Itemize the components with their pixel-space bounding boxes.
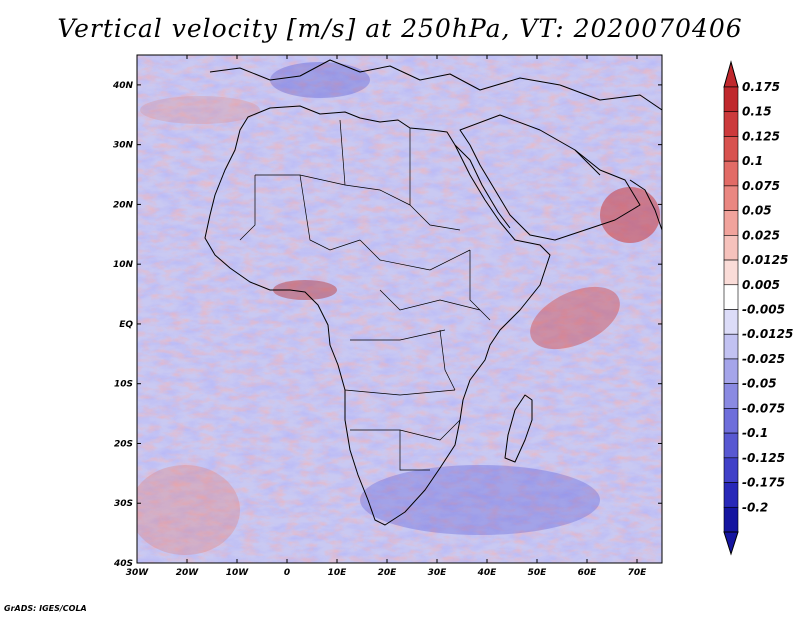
colorbar-label: -0.175 xyxy=(742,476,785,490)
colorbar-label: 0.0125 xyxy=(742,253,788,267)
mauritania-mali-border xyxy=(239,175,256,241)
lat-tick-label: 20N xyxy=(113,200,134,210)
colorbar-label: 0.125 xyxy=(742,129,780,143)
field-texture-red xyxy=(137,55,662,563)
colorbar-swatch xyxy=(723,457,739,483)
congo-border xyxy=(379,289,481,311)
namibia-botswana-border xyxy=(350,419,461,441)
niger-border xyxy=(299,174,361,251)
ascent-south-atlantic xyxy=(137,465,240,555)
lon-tick-label: 70E xyxy=(628,568,648,578)
lon-tick-label: 10W xyxy=(226,568,250,578)
colorbar-label: 0.175 xyxy=(742,80,780,94)
colorbar-label: 0.05 xyxy=(742,204,772,218)
botswana-sa-border xyxy=(399,430,430,471)
lat-tick-label: 10N xyxy=(113,260,134,270)
colorbar-label: 0.075 xyxy=(742,179,780,193)
colorbar-swatch xyxy=(723,185,739,211)
persian-gulf xyxy=(574,149,601,176)
longitude-axis: 30W 20W 10W 0 10E 20E 30E 40E 50E 60E 70E xyxy=(126,55,647,578)
arabian-peninsula xyxy=(459,114,641,241)
ascent-north-atlantic xyxy=(140,96,260,124)
colorbar-swatch xyxy=(723,160,739,187)
lat-tick-label: EQ xyxy=(119,320,133,330)
lon-tick-label: 60E xyxy=(578,568,598,578)
descent-southern-africa xyxy=(360,465,600,535)
lon-tick-label: 20W xyxy=(176,568,200,578)
velocity-field xyxy=(137,55,662,563)
asia-coast xyxy=(559,84,662,111)
red-sea-coast xyxy=(454,144,511,229)
colorbar-swatch xyxy=(723,259,739,286)
lon-tick-label: 20E xyxy=(378,568,398,578)
lat-tick-label: 40S xyxy=(113,559,133,569)
lon-tick-label: 50E xyxy=(528,568,548,578)
colorbar-label: -0.05 xyxy=(742,377,777,391)
latitude-axis: 40N 30N 20N 10N EQ 10S 20S 30S 40S xyxy=(112,81,662,569)
colorbar-label: -0.005 xyxy=(742,303,785,317)
ethiopia-kenya-border xyxy=(469,250,491,321)
colorbar-swatch xyxy=(723,111,739,137)
plot-frame xyxy=(136,54,663,564)
lon-tick-label: 40E xyxy=(477,568,498,578)
india-coast xyxy=(629,179,662,231)
lat-tick-label: 30N xyxy=(113,141,134,151)
colorbar-swatch xyxy=(723,333,739,360)
lat-tick-label: 20S xyxy=(114,439,133,449)
colorbar: 0.175 0.15 0.125 0.1 0.075 0.05 0.025 0.0125 0.0… xyxy=(723,60,793,556)
colorbar-top-arrow xyxy=(723,60,739,88)
lon-tick-label: 10E xyxy=(328,568,348,578)
drc-angola-border xyxy=(350,329,446,341)
colorbar-swatch xyxy=(723,408,739,434)
colorbar-label: -0.075 xyxy=(742,401,785,415)
chad-car-border xyxy=(359,239,471,271)
iberia-europe-coast xyxy=(209,59,561,91)
colorbar-swatch xyxy=(723,235,739,261)
coastlines xyxy=(204,59,662,526)
ascent-indian-ocean xyxy=(530,286,620,350)
colorbar-swatch xyxy=(723,284,739,310)
ascent-gulf-of-guinea xyxy=(273,280,337,300)
ascent-arabian-sea xyxy=(600,187,660,243)
lat-tick-label: 10S xyxy=(114,380,133,390)
madagascar xyxy=(504,394,533,463)
colorbar-swatch xyxy=(723,309,739,335)
colorbar-label: -0.2 xyxy=(742,500,768,514)
colorbar-swatch xyxy=(723,432,739,459)
zambia-border xyxy=(344,389,456,396)
colorbar-label: -0.1 xyxy=(742,426,768,440)
colorbar-swatch xyxy=(723,506,739,533)
tanzania-border xyxy=(439,329,456,391)
lon-tick-label: 30E xyxy=(428,568,448,578)
colorbar-swatch xyxy=(723,210,739,236)
colorbar-label: -0.0125 xyxy=(742,327,793,341)
lat-tick-label: 30S xyxy=(114,499,133,509)
colorbar-label: -0.125 xyxy=(742,451,785,465)
country-borders xyxy=(239,119,491,471)
colorbar-swatch xyxy=(723,136,739,162)
lat-tick-label: 40N xyxy=(112,81,134,91)
egypt-sudan-border xyxy=(409,128,461,231)
colorbar-swatch xyxy=(723,482,739,508)
lon-tick-label: 0 xyxy=(284,568,290,578)
colorbar-label: -0.025 xyxy=(742,352,785,366)
grads-credit: GrADS: IGES/COLA xyxy=(4,604,87,613)
colorbar-swatch xyxy=(723,383,739,409)
colorbar-label: 0.15 xyxy=(742,105,772,119)
descent-mediterranean xyxy=(270,62,370,98)
colorbar-label: 0.025 xyxy=(742,228,780,242)
lon-tick-label: 30W xyxy=(126,568,150,578)
colorbar-label: 0.1 xyxy=(742,154,763,168)
libya-algeria-border xyxy=(339,119,346,186)
map-title: Vertical velocity [m/s] at 250hPa, VT: 2… xyxy=(57,14,743,43)
africa-coastline xyxy=(204,105,551,526)
colorbar-label: 0.005 xyxy=(742,278,780,292)
colorbar-swatch xyxy=(723,86,739,113)
colorbar-swatch xyxy=(723,358,739,384)
colorbar-bottom-arrow xyxy=(723,531,739,556)
